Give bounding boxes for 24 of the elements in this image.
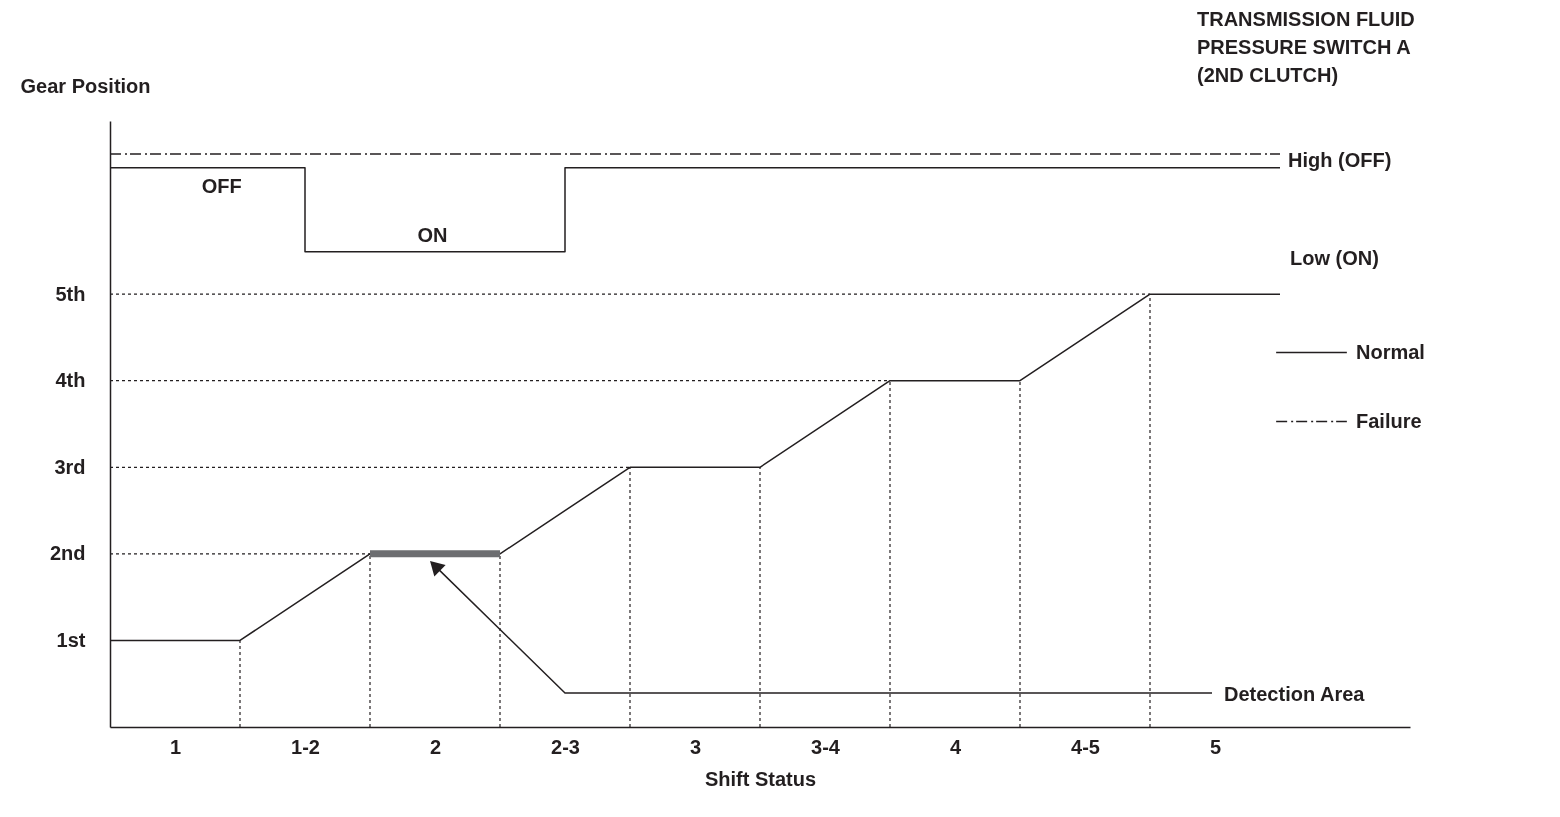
y-axis-title: Gear Position [20, 74, 151, 97]
legend-label: Failure [1356, 409, 1422, 432]
y-tick-label: 1st [56, 628, 86, 651]
x-axis-title: Shift Status [704, 767, 817, 790]
x-tick-label: 1-2 [291, 735, 320, 758]
y-tick-label: 2nd [49, 542, 86, 565]
chart-title: TRANSMISSION FLUID PRESSURE SWITCH A (2ND CLUTCH) [1197, 8, 1415, 86]
annotation: Low (ON) [1290, 247, 1379, 269]
y-tick-label: 5th [55, 282, 86, 305]
legend-label: Normal [1356, 340, 1425, 363]
annotation: ON [417, 223, 448, 246]
x-tick-label: 2 [429, 735, 442, 758]
annotation: Detection Area [1224, 683, 1366, 705]
x-tick-label: 4 [949, 735, 962, 758]
x-tick-label: 3-4 [811, 735, 841, 758]
annotation: OFF [201, 174, 242, 197]
x-tick-label: 2-3 [551, 735, 580, 758]
x-tick-label: 3 [689, 735, 702, 758]
y-tick-label: 3rd [54, 455, 86, 478]
annotation: High (OFF) [1288, 148, 1392, 171]
x-tick-label: 1 [169, 735, 182, 758]
y-tick-label: 4th [55, 369, 86, 392]
x-tick-label: 4-5 [1071, 735, 1100, 758]
x-tick-label: 5 [1209, 735, 1222, 758]
